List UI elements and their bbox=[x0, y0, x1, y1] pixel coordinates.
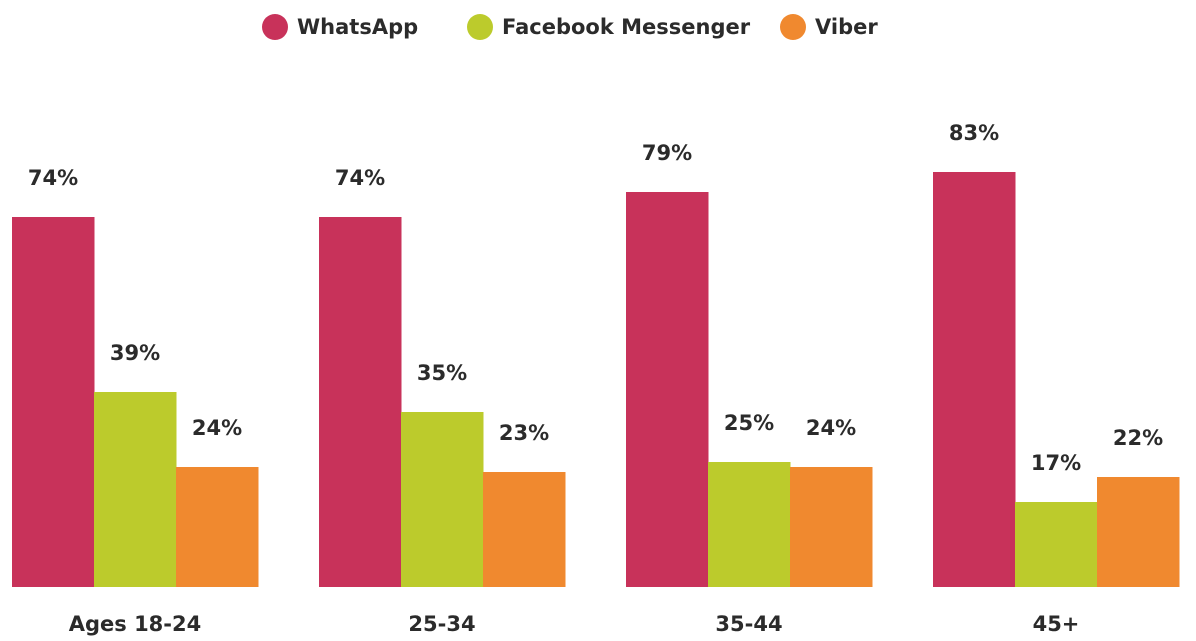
bar bbox=[94, 392, 177, 587]
bar bbox=[401, 412, 484, 587]
legend-label: Viber bbox=[815, 15, 878, 39]
value-label: 74% bbox=[28, 166, 78, 190]
value-label: 25% bbox=[724, 411, 774, 435]
value-label: 23% bbox=[499, 421, 549, 445]
value-label: 17% bbox=[1031, 451, 1081, 475]
x-tick-label: 35-44 bbox=[715, 612, 782, 636]
bar bbox=[790, 467, 873, 587]
bar bbox=[1015, 502, 1098, 587]
x-tick-label: 25-34 bbox=[408, 612, 475, 636]
value-label: 74% bbox=[335, 166, 385, 190]
legend-swatch bbox=[262, 14, 288, 40]
value-label: 39% bbox=[110, 341, 160, 365]
value-label: 24% bbox=[806, 416, 856, 440]
value-label: 22% bbox=[1113, 426, 1163, 450]
bar bbox=[319, 217, 402, 587]
legend-swatch bbox=[467, 14, 493, 40]
value-label: 35% bbox=[417, 361, 467, 385]
legend-label: Facebook Messenger bbox=[502, 15, 751, 39]
value-label: 24% bbox=[192, 416, 242, 440]
value-label: 83% bbox=[949, 121, 999, 145]
legend-swatch bbox=[780, 14, 806, 40]
value-label: 79% bbox=[642, 141, 692, 165]
bar bbox=[1097, 477, 1180, 587]
x-tick-label: 45+ bbox=[1033, 612, 1080, 636]
x-tick-label: Ages 18-24 bbox=[69, 612, 202, 636]
bar bbox=[483, 472, 566, 587]
legend-label: WhatsApp bbox=[297, 15, 418, 39]
bar bbox=[933, 172, 1016, 587]
bar bbox=[708, 462, 791, 587]
bar bbox=[176, 467, 259, 587]
bar bbox=[12, 217, 95, 587]
bar bbox=[626, 192, 709, 587]
